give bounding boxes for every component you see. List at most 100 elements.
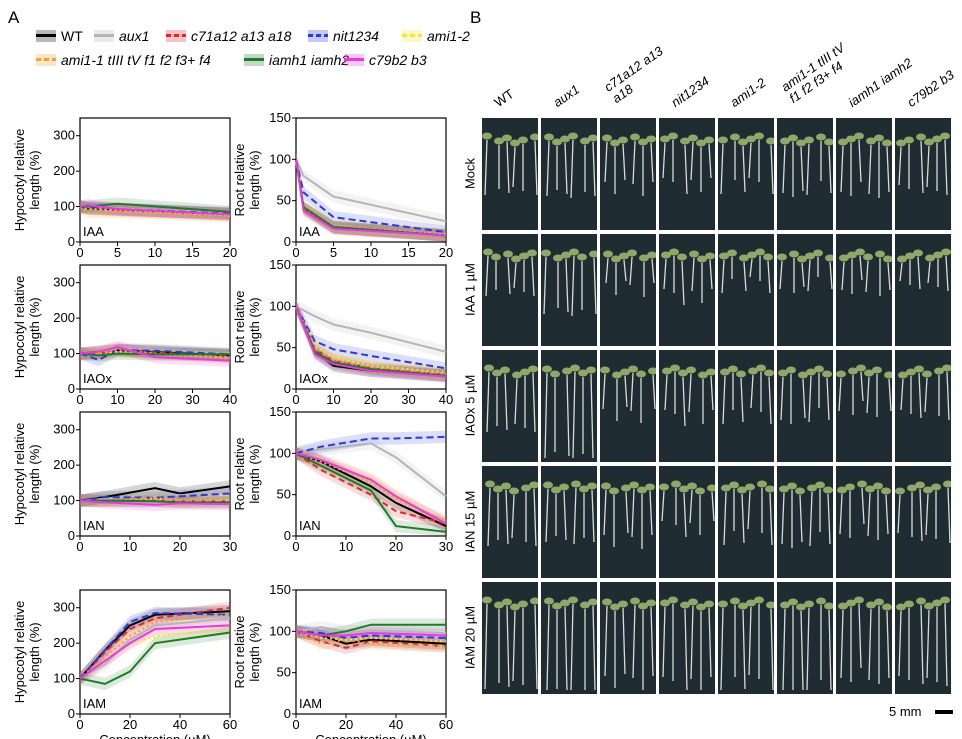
seedling-root — [927, 261, 931, 284]
seedling-cotyledon — [943, 480, 951, 488]
seedling-cotyledon — [757, 480, 767, 488]
seedling-root — [630, 372, 634, 412]
seedling-photo — [659, 118, 715, 230]
seedling-cotyledon — [763, 253, 773, 261]
seedling-cotyledon — [660, 599, 670, 607]
seedling-cotyledon — [544, 133, 554, 141]
y-axis-label: Root relativelength (%) — [232, 438, 262, 511]
seedling-cotyledon — [764, 369, 774, 377]
x-tick-label: 30 — [401, 392, 415, 407]
seedling-cotyledon — [924, 138, 934, 146]
seedlings-drawing — [541, 248, 597, 317]
photo-column-label: ami1-2 — [727, 74, 769, 110]
legend-swatch — [166, 29, 186, 43]
seedling-cotyledon — [754, 132, 764, 140]
y-tick-label: 100 — [269, 298, 291, 313]
seedling-cotyledon — [527, 249, 537, 257]
series-line — [295, 630, 447, 649]
seedlings-drawing — [483, 248, 537, 297]
seedling-cotyledon — [824, 138, 833, 146]
series-line — [295, 305, 447, 378]
y-tick-label: 100 — [269, 623, 291, 638]
seedling-root — [631, 488, 635, 538]
y-axis-label: Hypocotyl relativelength (%) — [12, 276, 42, 379]
seedling-root — [897, 494, 901, 534]
seedling-cotyledon — [813, 249, 823, 257]
series-band — [296, 153, 446, 228]
seedling-cotyledon — [600, 366, 610, 374]
seedling-cotyledon — [510, 139, 520, 147]
series-line — [295, 630, 447, 637]
seedling-cotyledon — [719, 252, 729, 260]
seedling-cotyledon — [788, 598, 798, 606]
seedling-cotyledon — [906, 368, 916, 376]
seedling-cotyledon — [915, 481, 925, 489]
seedling-root — [710, 375, 714, 411]
seedling-cotyledon — [510, 603, 520, 611]
seedling-cotyledon — [864, 369, 874, 377]
seedling-photo — [777, 582, 833, 694]
seedling-cotyledon — [609, 487, 619, 495]
seedling-root — [859, 255, 863, 281]
seedling-cotyledon — [778, 369, 788, 377]
seedling-cotyledon — [502, 598, 512, 606]
legend-swatch — [244, 53, 264, 67]
seedling-root — [808, 375, 812, 423]
seedling-cotyledon — [883, 255, 892, 263]
legend-item: c71a12 a13 a18 — [166, 28, 291, 44]
seedling-root — [624, 375, 628, 408]
series-band — [296, 153, 446, 242]
seedling-cotyledon — [553, 254, 563, 262]
seedling-root — [866, 376, 870, 414]
seedling-cotyledon — [698, 371, 708, 379]
seedling-root — [858, 603, 862, 669]
seedling-photo — [659, 350, 715, 462]
seedling-cotyledon — [863, 253, 873, 261]
seedling-cotyledon — [884, 371, 892, 379]
seedling-cotyledon — [718, 136, 728, 144]
seedling-cotyledon — [570, 364, 580, 372]
seedling-photo — [895, 466, 951, 578]
seedling-cotyledon — [721, 484, 731, 492]
seedling-cotyledon — [931, 483, 941, 491]
seedling-cotyledon — [766, 137, 774, 145]
seedling-root — [925, 493, 929, 536]
seedling-root — [573, 487, 577, 545]
seedling-photo — [482, 466, 538, 578]
seedling-cotyledon — [484, 364, 494, 372]
seedling-root — [888, 378, 892, 412]
seedling-root — [806, 607, 810, 691]
seedling-root — [801, 262, 805, 288]
seedlings-drawing — [896, 596, 950, 687]
series-band — [296, 153, 446, 242]
seedling-cotyledon — [629, 481, 639, 489]
seedling-cotyledon — [521, 484, 531, 492]
series-band — [296, 153, 446, 241]
treatment-label: IAOx — [299, 371, 328, 386]
seedling-cotyledon — [707, 484, 715, 492]
seedling-photo — [718, 350, 774, 462]
treatment-label: IAM — [83, 696, 106, 711]
seedling-cotyledon — [670, 364, 680, 372]
series-line — [295, 452, 447, 527]
series-line — [295, 435, 447, 455]
seedling-root — [505, 489, 509, 545]
seedling-root — [691, 257, 695, 292]
seedling-cotyledon — [728, 365, 738, 373]
seedling-cotyledon — [942, 364, 951, 372]
series-band — [80, 626, 230, 691]
y-tick-label: 200 — [53, 635, 75, 650]
seedling-root — [590, 373, 594, 459]
seedling-cotyledon — [638, 602, 648, 610]
scale-bar-label: 5 mm — [889, 704, 922, 719]
seedling-cotyledon — [696, 603, 706, 611]
seedling-cotyledon — [895, 487, 905, 495]
seedling-root — [650, 142, 654, 183]
seedling-root — [918, 372, 922, 419]
seedling-root — [708, 143, 712, 179]
photo-column-label: nit1234 — [668, 73, 712, 110]
seedling-root — [920, 140, 924, 194]
seedling-cotyledon — [746, 599, 756, 607]
y-tick-label: 0 — [68, 706, 75, 721]
x-tick-label: 5 — [114, 245, 121, 260]
